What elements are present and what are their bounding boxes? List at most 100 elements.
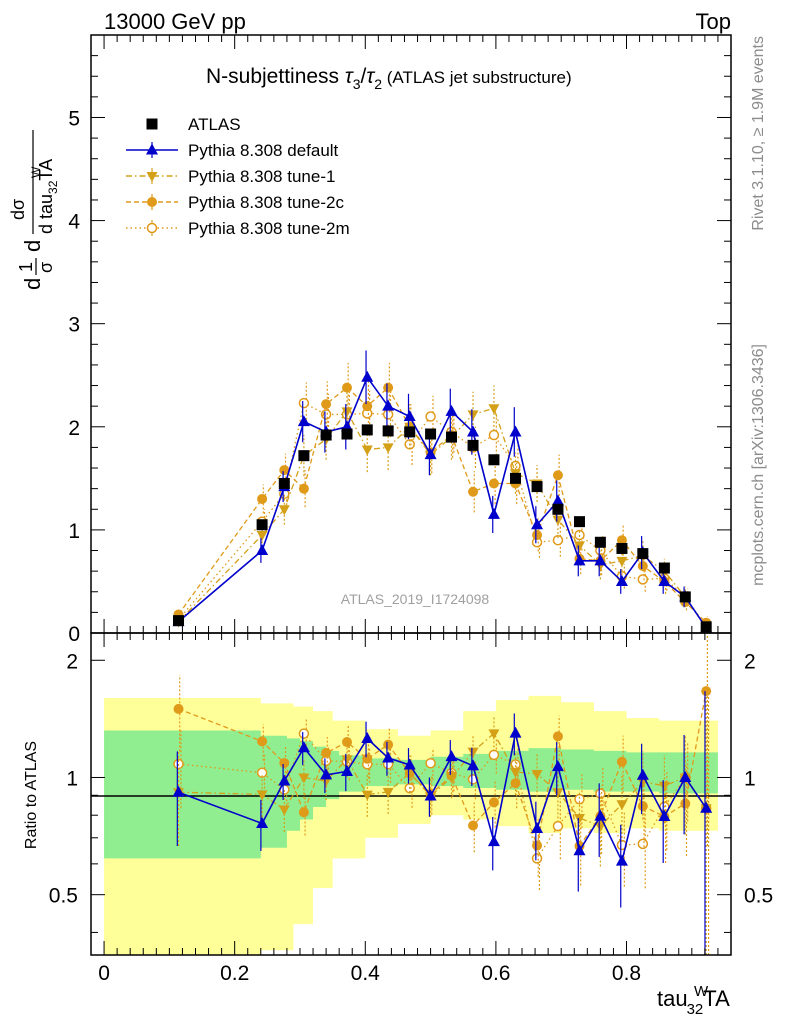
title-tau-2: τ [366, 65, 375, 88]
ratio-point [298, 728, 310, 739]
data-point [637, 574, 649, 585]
ratio-point [552, 788, 564, 799]
mcplots-label: mcplots.cern.ch [arXiv:1306.3436] [750, 344, 767, 586]
ratio-point [425, 757, 436, 769]
data-point [341, 428, 353, 440]
data-point [616, 535, 627, 546]
ratio-point [616, 756, 627, 767]
legend-marker [146, 172, 158, 182]
data-point [383, 382, 394, 393]
ratio-point [658, 810, 671, 822]
data-point [616, 542, 628, 554]
data-point [298, 397, 310, 409]
legend-label: Pythia 8.308 tune-1 [188, 167, 335, 186]
tick-label: 3 [68, 314, 80, 337]
data-point [531, 518, 544, 530]
ratio-point [551, 760, 564, 772]
data-point [487, 507, 500, 519]
ratio-point [701, 686, 712, 697]
data-point [403, 409, 416, 421]
data-point [382, 443, 394, 454]
data-point [552, 515, 564, 526]
ratio-point [531, 853, 543, 864]
legend-marker [146, 118, 158, 130]
series-pythia-8-308-tune-2c [173, 362, 712, 629]
ratio-point [594, 822, 606, 833]
data-point [256, 531, 268, 542]
ratio-point [488, 729, 500, 740]
ratio-point [616, 800, 628, 811]
ratio-point [509, 767, 521, 778]
legend-label: ATLAS [188, 115, 241, 134]
ylabel-dtau: d tau32TA [36, 159, 60, 234]
title-sub-2: 2 [374, 76, 382, 92]
ratio-point [341, 764, 353, 776]
tick-label: 0.5 [744, 885, 773, 908]
data-point [509, 472, 521, 484]
ratio-point [361, 790, 373, 801]
data-point [637, 548, 649, 560]
ylabel-sup: W [29, 166, 43, 178]
data-point [424, 448, 437, 460]
ratio-point [552, 731, 563, 742]
title-sub-3: 3 [353, 76, 361, 92]
ratio-point [361, 732, 374, 744]
ratio-point [320, 777, 332, 788]
tick-label: 4 [68, 211, 80, 234]
tick-label: 0.4 [351, 962, 381, 985]
ratio-point [320, 768, 333, 780]
rivet-version-label: Rivet 3.1.10, ≥ 1.9M events [750, 36, 767, 231]
data-point [382, 425, 394, 437]
ratio-uncertainty-bands [104, 695, 718, 955]
ratio-point [341, 755, 353, 766]
ratio-point [615, 854, 628, 866]
x-axis-label: tau32TA W [657, 983, 730, 1018]
data-point [321, 399, 332, 410]
legend-marker [146, 222, 158, 234]
ratio-point [531, 769, 543, 780]
ratio-point [278, 774, 291, 786]
data-point [361, 445, 373, 456]
tick-label: 2 [744, 650, 756, 673]
data-point [573, 516, 585, 528]
ratio-plot-area [91, 633, 731, 955]
tick-label: 2 [68, 417, 80, 440]
ratio-point [173, 703, 184, 714]
ratio-point [257, 736, 268, 747]
legend-item-pythia-8-308-tune-1: Pythia 8.308 tune-1 [126, 167, 335, 186]
ratio-point [342, 737, 352, 748]
ratio-point [700, 801, 713, 813]
main-frame [90, 34, 732, 634]
ratio-point [573, 844, 586, 856]
legend-marker [146, 143, 158, 155]
tick-label: 5 [68, 107, 80, 130]
ratio-point [487, 835, 500, 847]
data-point [658, 562, 670, 574]
ratio-point [636, 768, 649, 780]
ratio-point [404, 769, 416, 780]
data-point [341, 407, 353, 418]
ratio-series-pythia-8-308-default [172, 691, 713, 955]
data-point [573, 554, 586, 566]
ratio-point [532, 840, 543, 851]
legend-label: Pythia 8.308 tune-2m [188, 219, 350, 238]
legend-label: Pythia 8.308 tune-2c [188, 193, 344, 212]
header-energy: 13000 GeV pp [104, 9, 246, 34]
ratio-point [445, 750, 458, 762]
legend-item-pythia-8-308-tune-2c: Pythia 8.308 tune-2c [126, 193, 344, 212]
ratio-point [488, 749, 500, 761]
data-point [552, 470, 563, 481]
data-point [320, 429, 332, 441]
data-point [679, 591, 691, 603]
data-point [616, 556, 628, 567]
legend-item-atlas: ATLAS [146, 115, 241, 134]
data-point [488, 429, 500, 441]
ratio-point [637, 838, 649, 850]
title-slash: / [361, 65, 367, 88]
ratio-point [321, 747, 332, 758]
tick-label: 0.6 [481, 962, 510, 985]
data-point [551, 494, 564, 506]
tick-label: 1 [68, 520, 80, 543]
tick-label: 0.5 [49, 885, 78, 908]
